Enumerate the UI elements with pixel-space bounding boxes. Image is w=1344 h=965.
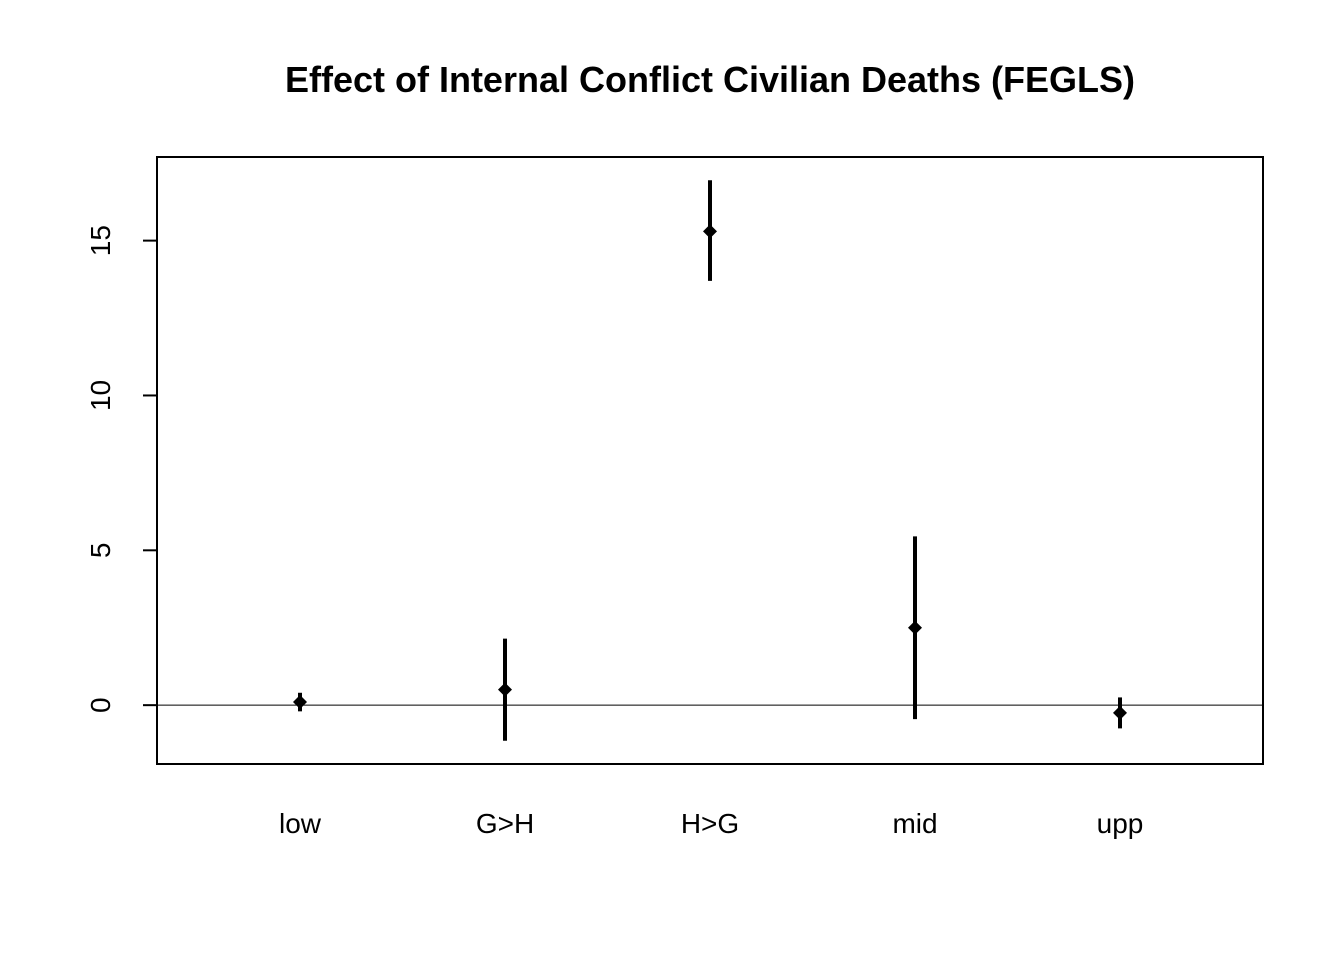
y-tick-label: 0 [85,697,116,713]
point-estimate-1 [498,682,512,697]
x-tick-label: H>G [681,808,739,839]
y-tick-label: 10 [85,380,116,411]
point-estimate-3 [908,620,922,635]
chart-title: Effect of Internal Conflict Civilian Dea… [285,59,1135,100]
point-estimate-4 [1113,705,1127,720]
y-tick-label: 15 [85,225,116,256]
x-tick-label: low [279,808,322,839]
plot-frame [156,156,1264,765]
plot-area: 0 5 10 15 low G>H H>G mid upp [85,156,1264,839]
x-tick-label: G>H [476,808,534,839]
y-tick-label: 5 [85,543,116,559]
point-estimate-0 [293,695,307,710]
x-tick-label: mid [892,808,937,839]
point-estimate-2 [703,224,717,239]
x-tick-label: upp [1097,808,1144,839]
